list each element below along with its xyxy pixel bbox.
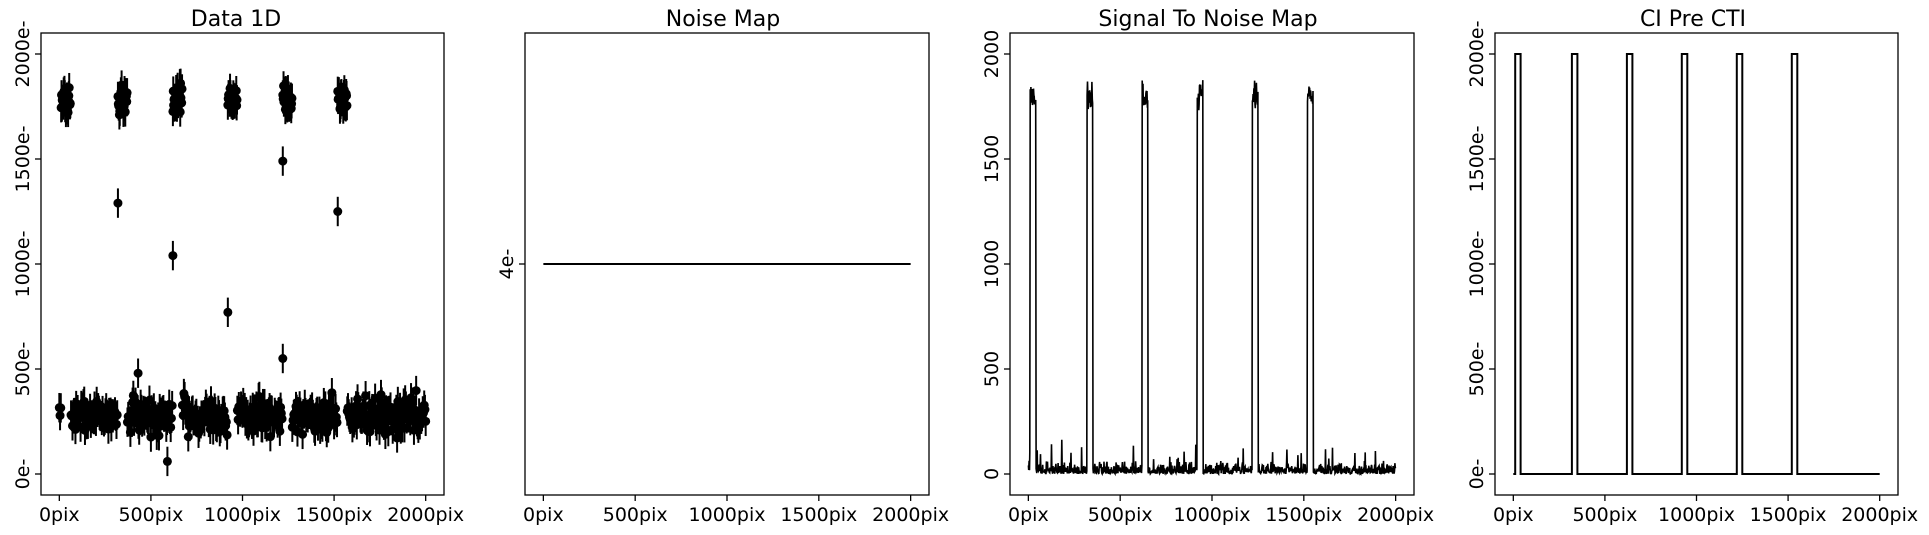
y-tick-label: 2000e- (1466, 21, 1488, 88)
x-tick-label: 2000pix (1357, 504, 1434, 526)
data-point (56, 403, 66, 413)
data-point (277, 414, 287, 424)
y-tick-label: 4e- (496, 249, 518, 280)
data-point (183, 432, 193, 442)
panel-title: Data 1D (191, 7, 281, 32)
data-point (421, 416, 431, 426)
y-tick-label: 2000 (981, 30, 1003, 78)
x-tick-label: 1000pix (1174, 504, 1251, 526)
data-point (223, 307, 233, 317)
panel-title: Signal To Noise Map (1098, 7, 1317, 32)
panel-title: CI Pre CTI (1640, 7, 1746, 32)
x-tick-label: 500pix (118, 504, 183, 526)
y-tick-label: 1500e- (12, 126, 34, 193)
x-tick-label: 1000pix (689, 504, 766, 526)
x-tick-label: 1500pix (1265, 504, 1342, 526)
y-tick-label: 0e- (12, 459, 34, 490)
data-point (65, 98, 75, 108)
data-point (154, 431, 164, 441)
data-point (133, 368, 143, 378)
data-point (287, 93, 297, 103)
y-tick-label: 1500e- (1466, 126, 1488, 193)
data-marks (1027, 80, 1397, 477)
x-tick-label: 500pix (1088, 504, 1153, 526)
y-tick-label: 2000e- (12, 21, 34, 88)
x-tick-label: 2000pix (872, 504, 949, 526)
data-point (162, 456, 172, 466)
data-point (342, 101, 352, 111)
x-tick-label: 1000pix (1658, 504, 1735, 526)
data-point (64, 83, 74, 93)
y-tick-label: 0 (981, 468, 1003, 480)
y-tick-label: 500e- (1466, 342, 1488, 397)
data-point (278, 156, 288, 166)
ci-step-line (1513, 53, 1880, 475)
data-point (167, 401, 177, 411)
panel-title: Noise Map (666, 7, 780, 32)
x-tick-label: 1500pix (296, 504, 373, 526)
x-tick-label: 2000pix (387, 504, 464, 526)
y-tick-label: 1000 (981, 240, 1003, 288)
panel-noise-map: Noise Map 0pix 500pix 1000pix 1500pix 2000pi… (496, 7, 949, 526)
data-marks (1513, 53, 1880, 475)
y-tick-label: 500e- (12, 342, 34, 397)
data-point (333, 207, 343, 216)
data-point (411, 386, 421, 396)
data-marks (54, 68, 431, 477)
y-tick-label: 1500 (981, 135, 1003, 183)
x-tick-label: 0pix (1008, 504, 1049, 526)
axis-ticks: 0pix 500pix 1000pix 1500pix 2000pix 0e- 500e- 1… (1466, 21, 1918, 526)
y-tick-label: 1000e- (12, 231, 34, 298)
data-point (332, 417, 342, 427)
plot-frame (1009, 32, 1415, 496)
x-tick-label: 0pix (39, 504, 80, 526)
panel-ci-pre-cti: CI Pre CTI 0pix 500pix 1000pix 1500pix 2000p… (1466, 7, 1918, 526)
panel-data-1d: Data 1D 0pix 500pix 1000pix 1500pix 2000pix0… (12, 7, 464, 526)
data-point (222, 430, 232, 440)
panel-signal-to-noise-map: Signal To Noise Map 0pix 500pix 1000pix 150… (981, 7, 1434, 526)
axis-ticks: 0pix 500pix 1000pix 1500pix 2000pix 0e- 500e- 1… (12, 21, 464, 526)
data-point (278, 354, 288, 363)
y-tick-label: 0e- (1466, 459, 1488, 490)
axis-ticks: 0pix 500pix 1000pix 1500pix 2000pix 4e- (496, 249, 949, 526)
axis-ticks: 0pix 500pix 1000pix 1500pix 2000pix 0 500 1000 1… (981, 30, 1434, 526)
data-point (122, 88, 132, 98)
data-point (298, 429, 308, 439)
data-point (361, 391, 371, 401)
x-tick-label: 1500pix (780, 504, 857, 526)
data-point (177, 84, 187, 94)
data-point (113, 198, 123, 208)
data-point (168, 251, 178, 261)
x-tick-label: 1500pix (1750, 504, 1827, 526)
x-tick-label: 0pix (1493, 504, 1534, 526)
data-point (112, 410, 122, 420)
x-tick-label: 0pix (523, 504, 564, 526)
x-tick-label: 2000pix (1841, 504, 1918, 526)
data-point (232, 95, 242, 105)
snr-line (1027, 80, 1397, 477)
y-tick-label: 1000e- (1466, 231, 1488, 298)
x-tick-label: 500pix (1572, 504, 1637, 526)
plot-frame (1494, 32, 1899, 496)
x-tick-label: 1000pix (204, 504, 281, 526)
x-tick-label: 500pix (603, 504, 668, 526)
y-tick-label: 500 (981, 351, 1003, 387)
